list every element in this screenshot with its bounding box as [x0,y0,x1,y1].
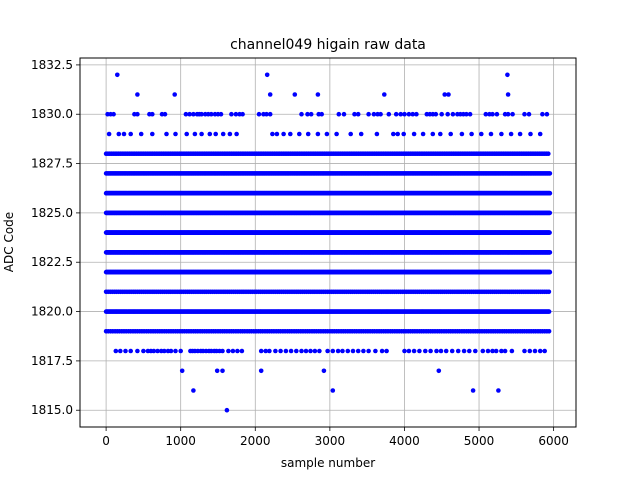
data-point [548,270,553,275]
data-point [547,230,552,235]
data-point [548,211,553,216]
data-point [547,290,552,295]
data-point [547,329,552,334]
data-point [547,309,552,314]
data-point [548,250,553,255]
